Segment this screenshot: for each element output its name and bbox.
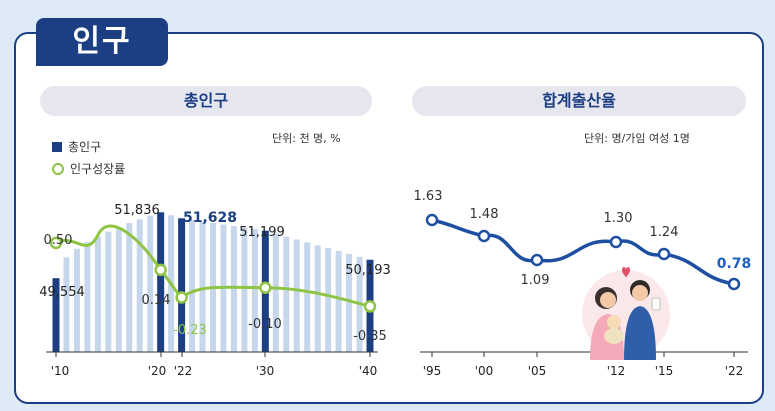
population-stripe-bar [147,215,154,352]
population-stripe-bar [346,253,353,352]
population-stripe-bar [115,227,122,352]
population-stripe-bar [199,221,206,352]
growth-rate-value-label: -0.10 [248,317,282,332]
population-stripe-bar [241,227,248,352]
phone-icon [651,297,661,311]
heart-icon [622,267,630,278]
population-value-label: 51,199 [239,225,285,240]
fertility-value-label: 1.48 [470,207,499,222]
x-tick-label: '20 [148,364,167,378]
fertility-value-label: 1.09 [521,273,550,288]
population-value-label: 50,193 [345,263,391,278]
fertility-rate-point [657,247,671,261]
x-tick-label: '30 [256,364,275,378]
legend-line-swatch [52,162,64,175]
population-stripe-bar [84,242,91,352]
growth-rate-value-label: 0.14 [142,293,171,308]
fertility-rate-point [530,253,544,267]
population-stripe-bar [73,248,80,352]
x-tick-label: '22 [174,364,193,378]
population-stripe-bar [126,223,133,352]
fertility-value-label: 1.30 [604,211,633,226]
mother-face [600,292,616,308]
x-tick-label: '15 [655,364,674,378]
growth-rate-value-label: -0.23 [173,323,207,338]
population-stripe-bar [272,233,279,352]
growth-rate-point [363,300,377,313]
left-panel-title: 총인구 [40,86,372,116]
x-tick-label: '00 [475,364,494,378]
left-unit-label: 단위: 천 명, % [272,132,341,145]
x-tick-label: '05 [528,364,547,378]
baby-head [607,315,621,329]
x-tick-label: '10 [51,364,70,378]
population-stripe-bar [251,229,258,352]
growth-rate-value-label: 0.50 [44,233,73,248]
right-unit-label: 단위: 명/가임 여성 1명 [584,132,690,145]
baby-blanket [604,328,624,344]
fertility-value-label: 0.78 [717,256,752,272]
population-stripe-bar [335,251,342,352]
father-body [624,306,656,360]
section-title: 인구 [36,18,168,66]
growth-rate-point [259,281,272,294]
legend-bar-label: 총인구 [68,140,102,154]
x-tick-label: '12 [607,364,626,378]
population-value-label: 51,836 [114,203,160,218]
population-bar [178,218,186,352]
population-stripe-bar [283,236,290,352]
population-stripe-bar [325,248,332,352]
population-stripe-bar [230,226,237,352]
population-value-label: 49,554 [39,285,85,300]
fertility-value-label: 1.63 [414,189,443,204]
growth-rate-point [175,291,188,304]
population-stripe-bar [314,245,321,352]
population-stripe-bar [63,257,70,352]
population-stripe-bar [136,219,143,352]
population-bar [52,278,60,352]
fertility-rate-point [727,277,741,291]
growth-rate-point [49,236,63,250]
legend-bar-swatch [52,141,62,152]
x-tick-label: '22 [725,364,744,378]
x-tick-label: '95 [423,364,442,378]
population-stripe-bar [304,242,311,352]
family-illustration [582,267,670,360]
right-panel-title: 합계출산율 [412,86,746,116]
population-value-label: 51,628 [183,210,237,226]
legend-line-label: 인구성장률 [70,162,126,176]
population-stripe-bar [94,236,101,352]
population-stripe-bar [293,239,300,352]
fertility-rate-point [609,235,623,249]
x-tick-label: '40 [359,364,378,378]
population-bar [157,212,165,352]
legend-line: 인구성장률 [52,160,125,177]
legend-bars: 총인구 [52,138,101,155]
growth-rate-line [55,224,371,308]
fertility-rate-point [425,213,439,227]
fertility-value-label: 1.24 [650,225,679,240]
growth-rate-point [154,263,167,277]
father-face [632,285,648,301]
population-stripe-bar [105,231,112,352]
fertility-rate-point [477,229,491,243]
population-stripe-bar [189,219,196,352]
growth-rate-value-label: -0.35 [353,329,387,344]
